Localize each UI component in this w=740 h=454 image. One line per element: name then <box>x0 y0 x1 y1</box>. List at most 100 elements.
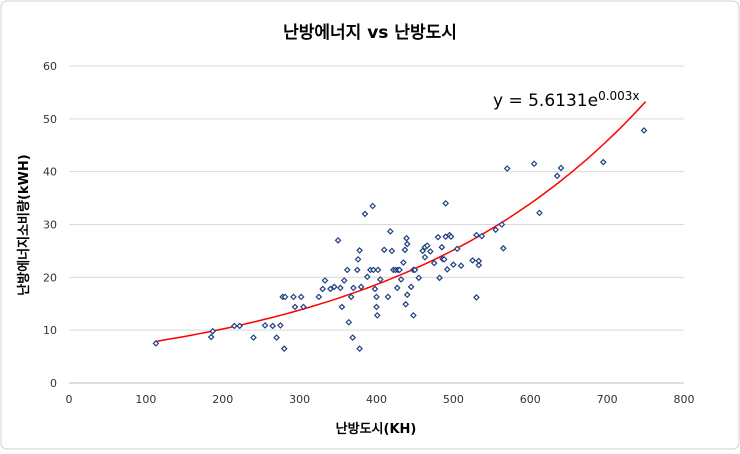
data-point <box>330 283 338 291</box>
data-point <box>300 303 307 311</box>
data-point <box>473 294 480 301</box>
data-point <box>403 240 411 248</box>
data-point <box>347 293 355 301</box>
data-point <box>354 256 362 263</box>
data-point <box>261 322 269 329</box>
data-point <box>291 303 299 311</box>
data-point <box>386 228 394 235</box>
data-point <box>281 293 289 301</box>
data-point <box>402 300 410 308</box>
data-point <box>393 284 401 292</box>
data-point <box>338 303 346 311</box>
data-point <box>396 266 403 274</box>
y-axis-label: 난방에너지소비량(kWH) <box>16 154 32 295</box>
data-point <box>321 277 329 284</box>
x-tick-label: 200 <box>212 393 233 406</box>
y-tick-label: 30 <box>43 219 57 232</box>
chart-title: 난방에너지 vs 난방도시 <box>283 23 457 43</box>
data-point <box>530 160 538 168</box>
data-point <box>297 293 305 301</box>
data-point <box>280 345 288 353</box>
y-tick-label: 60 <box>43 60 57 73</box>
data-point <box>419 247 426 255</box>
data-point <box>343 266 351 274</box>
x-tick-label: 100 <box>135 393 156 406</box>
data-point <box>152 340 160 347</box>
data-point <box>401 246 409 254</box>
data-point <box>423 242 431 249</box>
data-point <box>361 210 369 218</box>
data-point <box>599 158 607 166</box>
data-point <box>273 334 280 341</box>
data-point <box>356 247 363 254</box>
data-point <box>397 276 405 283</box>
data-point <box>337 284 344 292</box>
data-point <box>475 257 483 265</box>
x-tick-label: 800 <box>674 393 695 406</box>
data-point <box>440 256 448 263</box>
data-point <box>356 345 363 353</box>
data-point <box>407 283 415 291</box>
data-point <box>207 333 215 341</box>
data-point <box>430 259 438 267</box>
data-point <box>373 312 381 319</box>
y-tick-label: 40 <box>43 166 57 179</box>
data-point <box>376 276 384 283</box>
data-point <box>469 257 476 264</box>
data-point <box>236 322 244 330</box>
data-point <box>478 232 486 240</box>
y-tick-label: 50 <box>43 113 57 126</box>
x-tick-label: 600 <box>520 393 541 406</box>
data-point <box>350 284 357 292</box>
x-tick-label: 0 <box>66 393 73 406</box>
data-point <box>353 266 361 274</box>
data-point <box>209 327 217 335</box>
y-tick-label: 0 <box>50 377 57 390</box>
data-point <box>557 164 565 172</box>
data-point <box>498 221 506 228</box>
data-point <box>349 334 357 341</box>
data-point <box>319 285 327 293</box>
x-axis-label: 난방도시(KH) <box>336 421 417 437</box>
data-point <box>443 266 451 273</box>
data-point <box>415 274 423 282</box>
data-point <box>447 233 455 241</box>
data-point <box>371 285 379 293</box>
data-point <box>536 209 543 217</box>
data-point <box>334 237 342 244</box>
data-point <box>426 248 434 255</box>
data-point <box>411 266 419 274</box>
data-point <box>436 274 443 282</box>
data-point <box>499 244 507 252</box>
data-point <box>450 261 457 269</box>
data-point <box>315 293 323 301</box>
data-point <box>363 273 371 281</box>
trendline-equation: y = 5.6131e0.003x <box>493 89 640 111</box>
data-point <box>369 202 377 210</box>
data-point <box>340 277 348 284</box>
x-tick-label: 500 <box>443 393 464 406</box>
data-point <box>438 243 446 251</box>
data-point <box>553 172 561 180</box>
data-point <box>388 247 396 255</box>
trendline-equation-base: y = 5.6131e <box>493 91 598 111</box>
data-point <box>403 291 411 299</box>
data-point <box>442 200 450 207</box>
data-point <box>403 234 410 242</box>
data-point <box>640 127 648 134</box>
x-tick-label: 300 <box>289 393 310 406</box>
y-tick-label: 20 <box>43 271 57 284</box>
data-point <box>473 231 480 239</box>
data-point <box>370 266 377 274</box>
data-point <box>384 293 392 301</box>
data-point <box>374 266 382 274</box>
data-point <box>373 293 380 301</box>
y-tick-label: 10 <box>43 324 57 337</box>
data-point <box>400 259 407 266</box>
data-point <box>457 262 465 270</box>
data-point <box>492 226 500 234</box>
x-tick-label: 400 <box>366 393 387 406</box>
data-point <box>357 283 365 291</box>
